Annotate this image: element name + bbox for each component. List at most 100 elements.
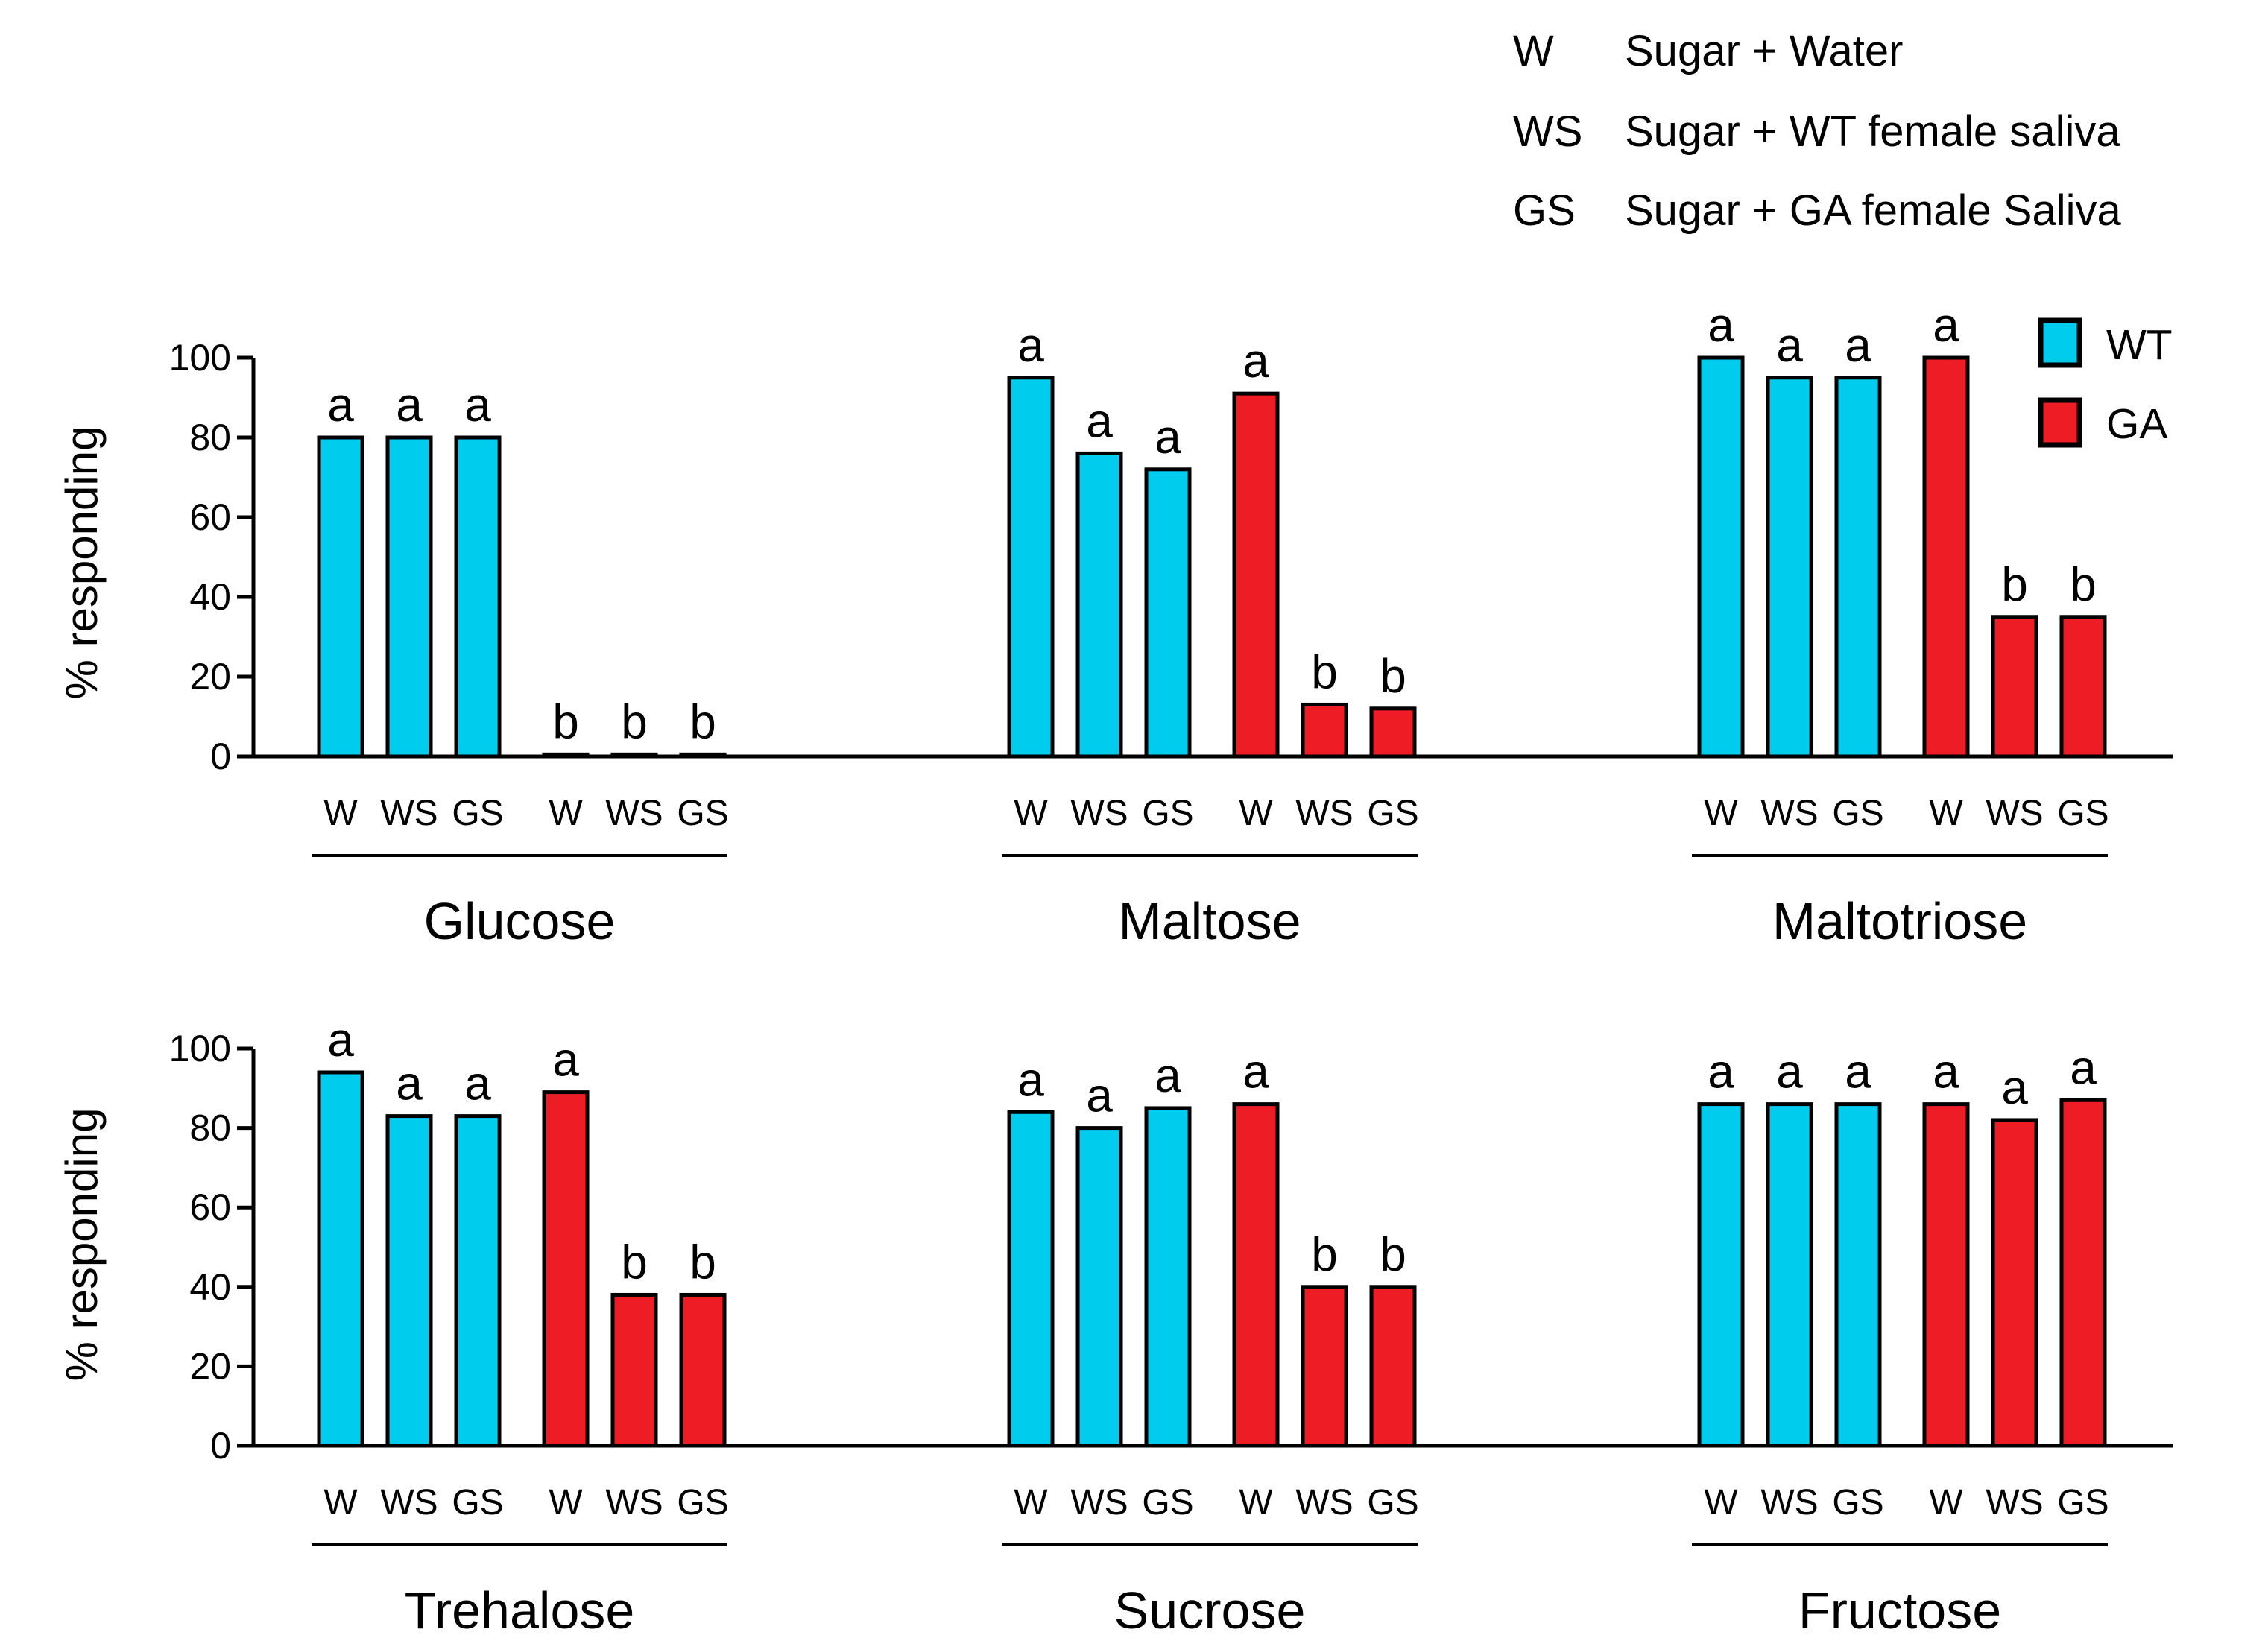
bar: [1369, 706, 1417, 759]
bar: [1834, 376, 1882, 759]
category-label: GS: [1142, 794, 1193, 833]
abbreviation-key: W Sugar + Water WS Sugar + WT female sal…: [1513, 27, 2121, 235]
significance-letter: b: [621, 1235, 648, 1289]
significance-letter: a: [1242, 334, 1269, 388]
bar: [1075, 451, 1123, 759]
key-abbr-w: W: [1513, 27, 1554, 75]
sugar-title: Maltotriose: [1772, 892, 2027, 950]
category-label: GS: [1367, 1483, 1418, 1523]
y-tick-label: 100: [169, 337, 231, 379]
category-label: WS: [605, 1483, 663, 1523]
category-label: WS: [605, 794, 663, 833]
bar: [454, 1114, 502, 1448]
bar: [679, 752, 727, 759]
significance-letter: a: [1708, 298, 1734, 352]
significance-letter: a: [1086, 1069, 1113, 1122]
significance-letter: a: [396, 378, 423, 431]
category-label: W: [1704, 794, 1738, 833]
significance-letter: b: [1380, 649, 1406, 703]
y-tick-label: 0: [210, 1425, 231, 1467]
category-label: GS: [1142, 1483, 1193, 1523]
bar: [1991, 1118, 2038, 1448]
bar: [1766, 376, 1813, 759]
y-tick-label: 60: [189, 1186, 231, 1228]
significance-letter: a: [1242, 1045, 1269, 1098]
bar: [1144, 467, 1192, 759]
category-label: W: [323, 1483, 358, 1523]
category-label: GS: [1832, 1483, 1883, 1523]
significance-letter: b: [689, 1235, 716, 1289]
significance-letter: a: [327, 1013, 354, 1066]
key-desc-w: Sugar + Water: [1625, 27, 1903, 75]
key-abbr-ws: WS: [1513, 107, 1582, 156]
bar: [1301, 702, 1348, 759]
category-label: WS: [1070, 1483, 1128, 1523]
significance-letter: a: [1017, 1052, 1044, 1106]
bar: [1369, 1285, 1417, 1448]
y-axis-label-bottom: % responding: [57, 1108, 107, 1382]
category-label: GS: [452, 1483, 503, 1523]
significance-letter: a: [1845, 318, 1871, 372]
significance-letter: a: [1776, 1045, 1803, 1098]
bar: [317, 435, 364, 759]
category-label: GS: [2057, 1483, 2109, 1523]
legend-swatch-wt: [2038, 317, 2082, 368]
bar: [1232, 1102, 1280, 1448]
significance-letter: a: [327, 378, 354, 431]
bar: [1144, 1106, 1192, 1448]
category-label: WS: [380, 1483, 438, 1523]
category-label: W: [1239, 794, 1273, 833]
significance-letter: a: [2070, 1040, 2097, 1094]
sugar-title: Trehalose: [405, 1581, 635, 1640]
significance-letter: a: [1154, 1049, 1181, 1102]
sugar-title: Fructose: [1798, 1581, 2001, 1640]
bar: [2059, 615, 2107, 759]
category-label: WS: [1070, 794, 1128, 833]
significance-letter: a: [1154, 410, 1181, 464]
significance-letter: a: [396, 1057, 423, 1110]
category-label: WS: [1760, 1483, 1818, 1523]
bar: [1922, 1102, 1970, 1448]
bar: [542, 1090, 590, 1448]
sugar-title: Maltose: [1118, 892, 1301, 950]
bar: [1697, 1102, 1745, 1448]
category-label: W: [1929, 1483, 1963, 1523]
bar: [542, 752, 590, 759]
significance-letter: b: [2001, 557, 2028, 611]
chart-area: 020406080100aWaWSaGSbWbWSbGSGlucoseaWaWS…: [169, 298, 2173, 1640]
y-tick-label: 40: [189, 1266, 231, 1308]
bar: [1991, 615, 2038, 759]
sugar-title: Sucrose: [1114, 1581, 1306, 1640]
y-tick-label: 20: [189, 656, 231, 698]
legend: WT GA: [2038, 317, 2173, 448]
significance-letter: a: [2001, 1060, 2028, 1114]
category-label: WS: [1986, 1483, 2043, 1523]
category-label: GS: [677, 1483, 728, 1523]
legend-swatch-ga: [2038, 397, 2082, 448]
category-label: W: [1929, 794, 1963, 833]
significance-letter: a: [464, 1057, 491, 1110]
category-label: GS: [1832, 794, 1883, 833]
bar: [1834, 1102, 1882, 1448]
y-tick-label: 0: [210, 736, 231, 777]
category-label: GS: [677, 794, 728, 833]
significance-letter: a: [464, 378, 491, 431]
bar: [1922, 355, 1970, 759]
bar: [679, 1292, 727, 1448]
bar: [1301, 1285, 1348, 1448]
significance-letter: b: [689, 695, 716, 748]
category-label: W: [549, 1483, 583, 1523]
significance-letter: b: [1311, 645, 1338, 698]
bar: [454, 435, 502, 759]
bar: [1766, 1102, 1813, 1448]
category-label: WS: [1295, 794, 1353, 833]
significance-letter: a: [1933, 1045, 1959, 1098]
category-label: W: [549, 794, 583, 833]
y-tick-label: 20: [189, 1345, 231, 1387]
significance-letter: a: [1086, 393, 1113, 447]
category-label: GS: [1367, 794, 1418, 833]
significance-letter: a: [1845, 1045, 1871, 1098]
significance-letter: a: [1017, 318, 1044, 372]
significance-letter: b: [1311, 1227, 1338, 1281]
